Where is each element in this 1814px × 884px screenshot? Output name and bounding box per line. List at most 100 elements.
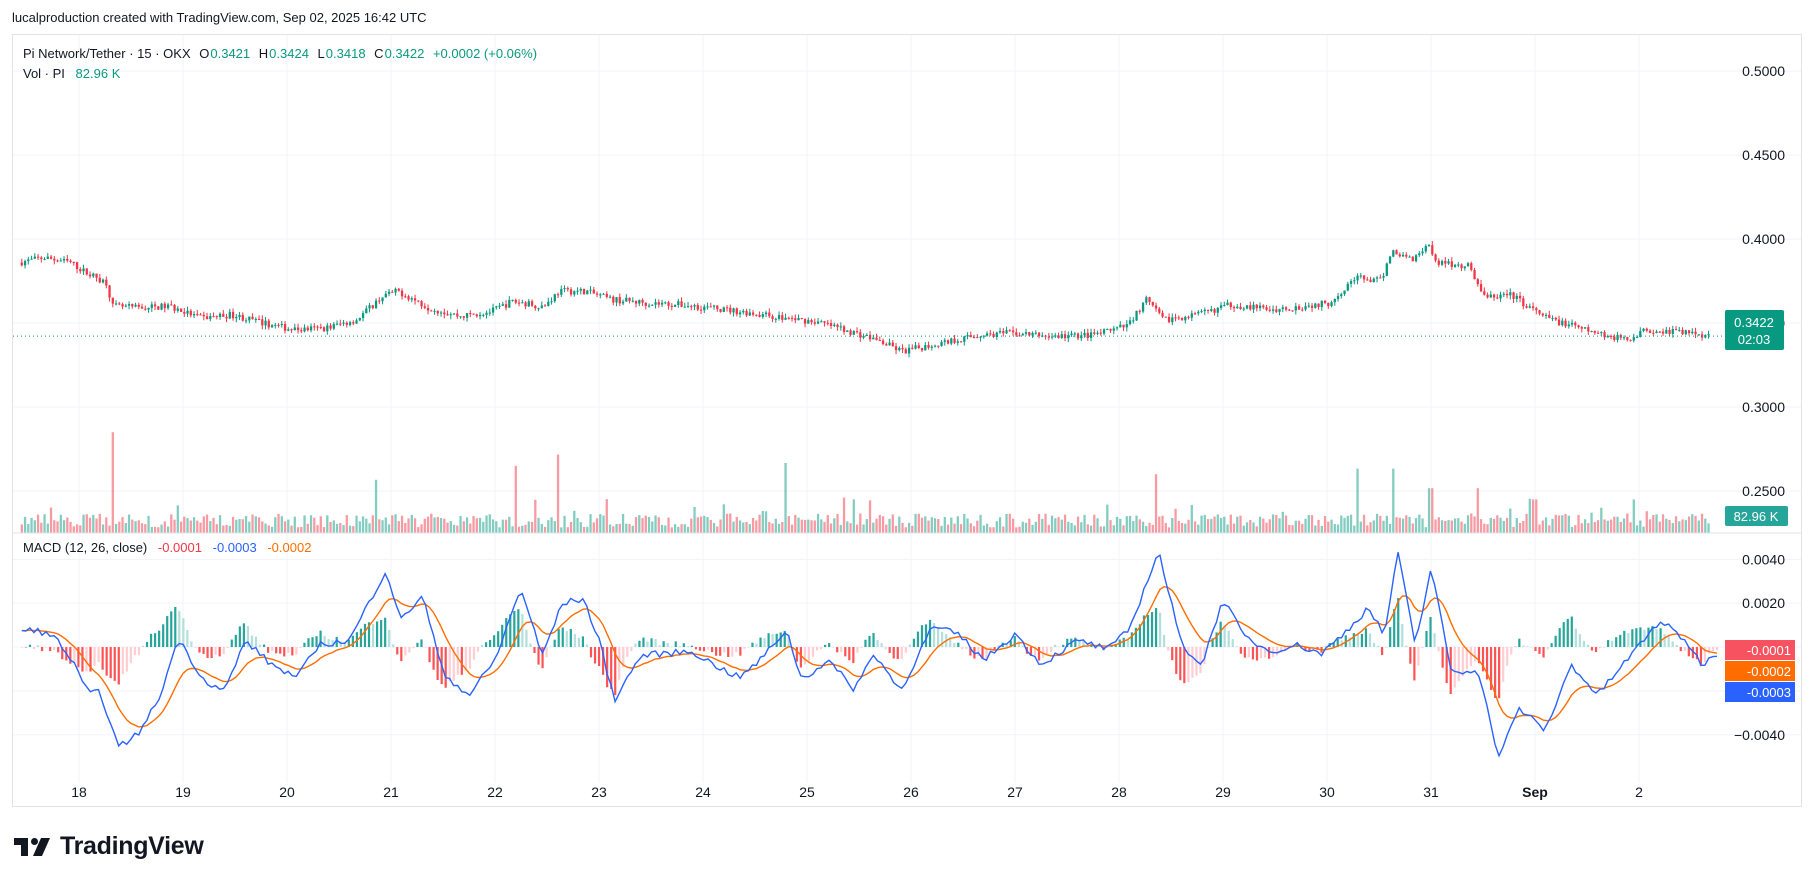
volume-bar (352, 526, 355, 533)
candle-body (664, 302, 667, 304)
volume-bar (92, 514, 95, 533)
candle-body (1047, 336, 1050, 338)
tradingview-logo[interactable]: TradingView (14, 832, 204, 861)
candle-body (212, 316, 215, 318)
volume-bar (33, 520, 36, 533)
volume-bar (1694, 515, 1697, 533)
volume-bar (573, 510, 576, 533)
candle-body (452, 313, 456, 315)
volume-bar (1356, 468, 1359, 533)
candle-body (1538, 310, 1541, 314)
macd-hist-bar (549, 646, 552, 648)
candle-body (1080, 335, 1083, 339)
volume-legend: Vol · PI 82.96 K (23, 66, 121, 81)
volume-bar (280, 516, 283, 533)
candle-body (166, 304, 170, 309)
macd-signal-badge: -0.0002 (1747, 664, 1791, 679)
volume-bar (111, 432, 114, 533)
volume-bar (872, 522, 875, 533)
volume-bar (1531, 499, 1535, 533)
macd-hist-bar (904, 647, 907, 653)
macd-hist-bar (61, 647, 64, 660)
volume-bar (196, 520, 199, 533)
macd-hist-bar (1582, 640, 1586, 648)
volume-bar (901, 522, 904, 533)
volume-bar (920, 517, 924, 533)
candle-body (904, 349, 907, 354)
candle-body (501, 304, 504, 306)
macd-hist-bar (234, 634, 237, 648)
candle-body (534, 305, 537, 309)
macd-hist-bar (1267, 647, 1271, 659)
candle-body (368, 305, 371, 309)
macd-hist-bar (509, 614, 512, 648)
macd-hist-bar (1175, 647, 1178, 674)
candle-body (66, 258, 69, 261)
time-axis-label: 20 (279, 784, 295, 800)
volume-bar (937, 519, 940, 533)
macd-hist-bar (186, 629, 189, 648)
macd-hist-bar (771, 634, 774, 648)
candle-body (823, 321, 826, 323)
volume-bar (241, 519, 244, 533)
volume-bar (105, 517, 108, 533)
volume-bar (228, 525, 231, 533)
volume-bar (1002, 526, 1005, 533)
macd-hist-bar (367, 622, 371, 648)
volume-bar (153, 526, 157, 533)
macd-hist-bar (1017, 641, 1020, 648)
macd-hist-bar (1502, 647, 1505, 682)
volume-value: 82.96 K (75, 66, 121, 81)
candle-body (205, 316, 209, 320)
symbol-title[interactable]: Pi Network/Tether · 15 · OKX (23, 46, 191, 61)
volume-bar (361, 516, 365, 533)
macd-hist-bar (404, 647, 407, 656)
candle-body (1414, 255, 1418, 262)
candle-body (1639, 331, 1642, 338)
volume-bar (82, 514, 85, 533)
macd-hist-bar (69, 647, 72, 664)
macd-hist-bar (210, 647, 213, 659)
macd-hist-bar (380, 620, 383, 648)
volume-bar (423, 518, 426, 533)
candle-body (1320, 300, 1323, 308)
candle-body (1437, 260, 1440, 265)
volume-bar (1268, 519, 1271, 533)
candle-body (644, 302, 647, 306)
candle-body (1336, 296, 1340, 299)
volume-bar (1600, 507, 1603, 533)
volume-bar (894, 525, 898, 533)
macd-hist-bar (1231, 639, 1234, 648)
candle-body (852, 331, 855, 335)
volume-bar (612, 526, 615, 533)
candle-body (647, 305, 651, 307)
time-axis-label: 25 (799, 784, 815, 800)
candle-body (1557, 319, 1561, 326)
volume-bar (537, 517, 540, 533)
candle-body (335, 323, 339, 325)
macd-hist-bar (1385, 647, 1388, 648)
candle-body (1418, 253, 1421, 256)
volume-bar (865, 519, 868, 533)
candle-body (582, 288, 586, 295)
candle-body (1577, 325, 1580, 328)
macd-hist-bar (1635, 628, 1638, 648)
volume-bar (979, 514, 982, 533)
volume-bar (1232, 523, 1236, 533)
macd-hist-bar (1711, 647, 1715, 652)
low-label: L (317, 46, 325, 61)
candle-body (1167, 316, 1171, 323)
candle-body (1483, 291, 1486, 295)
macd-hist-bar (581, 636, 585, 648)
volume-bar (1284, 515, 1288, 533)
volume-bar (709, 519, 712, 533)
macd-hist-bar (743, 647, 746, 649)
volume-bar (322, 527, 326, 533)
candle-body (1281, 307, 1284, 310)
macd-hist-bar (702, 647, 706, 652)
volume-bar (345, 515, 348, 533)
macd-label[interactable]: MACD (12, 26, close) (23, 540, 148, 555)
volume-label[interactable]: Vol · PI (23, 66, 65, 81)
